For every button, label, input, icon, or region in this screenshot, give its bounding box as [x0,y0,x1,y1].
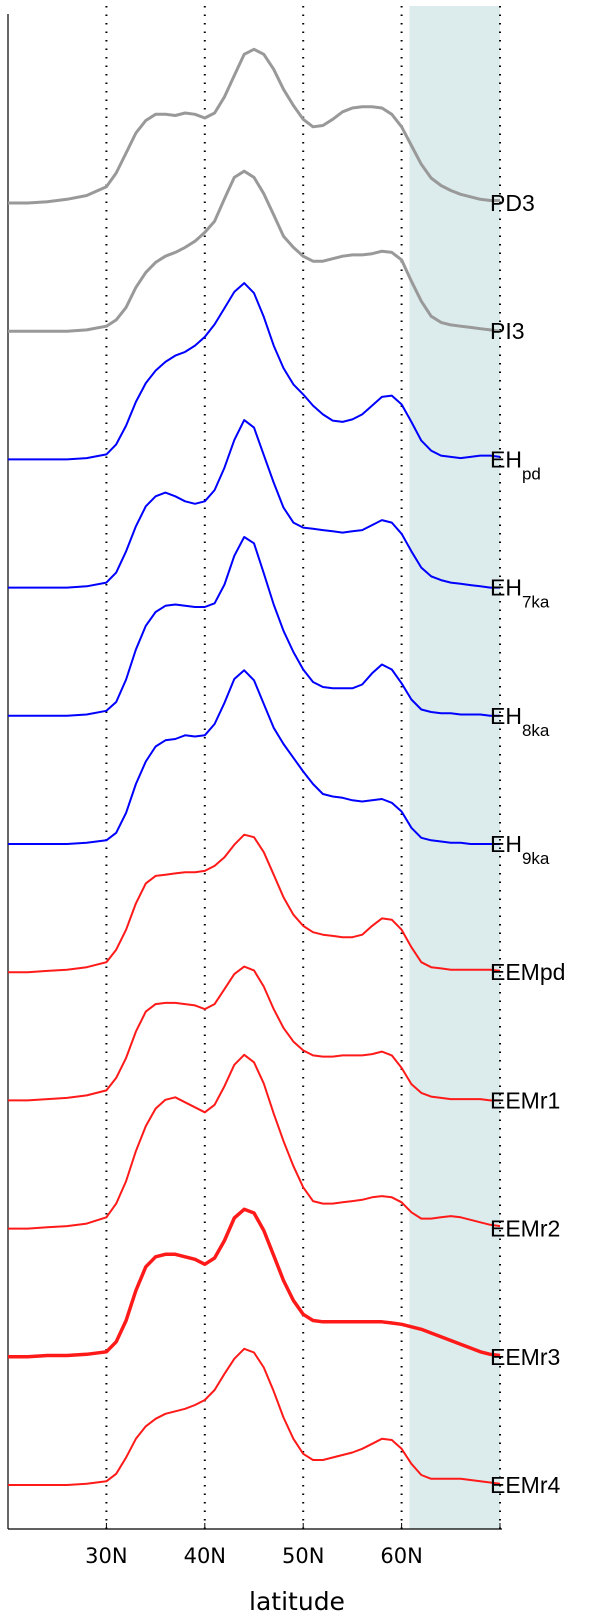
series-label-pd3: PD3 [490,190,535,216]
series-label-eemr4: EEMr4 [490,1472,561,1498]
series-line-eh9ka [8,669,500,845]
series-labels: PD3 PI3 EHpd EH7ka EH8ka EH9ka EEMpd EEMr1 EEMr2… [490,190,565,1498]
series-label-eemr3: EEMr3 [490,1344,560,1370]
shaded-latitude-band [409,6,500,1529]
series-label-eh9ka: EH9ka [490,831,550,868]
series-label-eh7ka: EH7ka [490,575,550,612]
x-tick-labels: 30N 40N 50N 60N [85,1544,423,1568]
series-line-eemr2 [8,1053,501,1230]
series-line-eemr3 [8,1207,501,1359]
series-curves [8,47,501,1486]
series-line-eh7ka [8,419,500,589]
x-axis-title: latitude [249,1587,345,1616]
x-tick-label: 40N [184,1544,226,1568]
series-label-eemr1: EEMr1 [490,1087,560,1113]
series-label-pi3: PI3 [490,318,525,344]
series-line-eemr1 [8,965,500,1102]
x-tick-label: 50N [282,1544,324,1568]
x-tick-label: 60N [380,1544,422,1568]
series-label-ehpd: EHpd [490,446,541,483]
series-line-pd3 [8,47,500,205]
gridlines [105,6,501,1529]
x-tick-label: 30N [85,1544,127,1568]
series-label-eh8ka: EH8ka [490,703,550,740]
series-line-eempd [8,833,501,974]
series-line-eh8ka [8,536,500,717]
series-label-eempd: EEMpd [490,959,565,985]
series-label-eemr2: EEMr2 [490,1216,560,1242]
series-line-ehpd [8,282,501,461]
series-line-eemr4 [8,1347,501,1486]
series-line-pi3 [8,169,501,333]
